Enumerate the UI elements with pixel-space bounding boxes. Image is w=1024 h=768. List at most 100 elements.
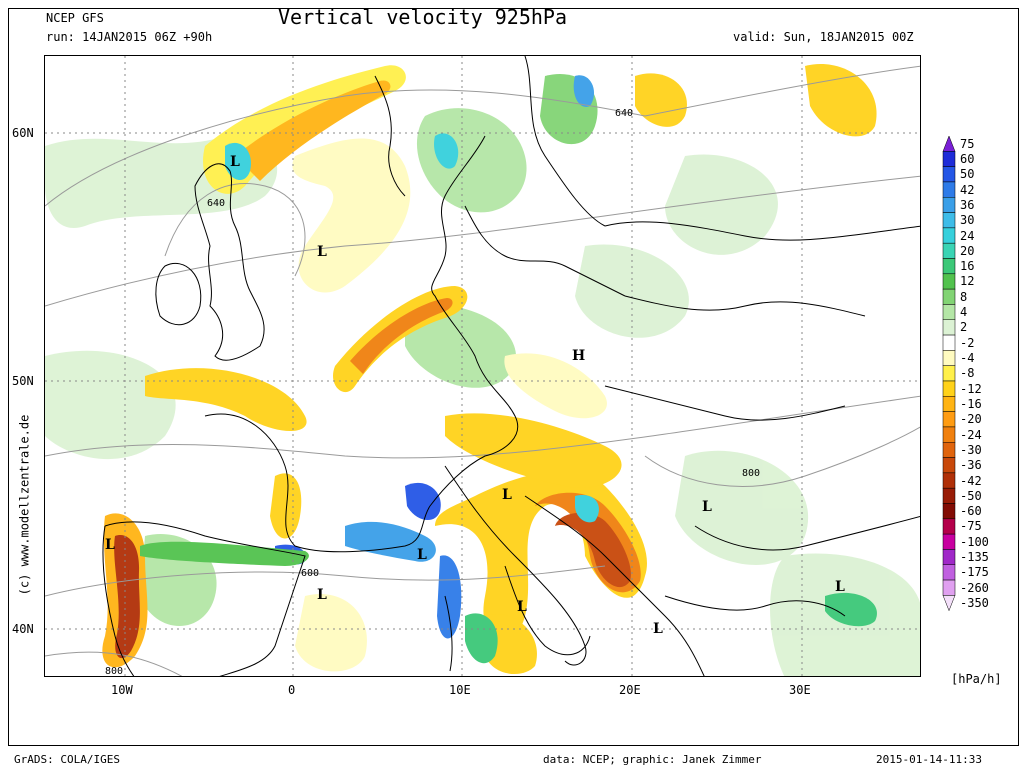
legend-level-label: -42 — [960, 473, 982, 488]
legend-swatch — [942, 151, 956, 167]
legend-level-label: -16 — [960, 396, 982, 411]
lat-lon-grid — [45, 56, 920, 676]
legend-level-label: -260 — [960, 580, 989, 595]
legend-level-label: 60 — [960, 151, 975, 166]
legend-level-label: 50 — [960, 167, 975, 182]
credit-text: (c) www.modellzentrale.de — [17, 414, 32, 596]
legend-swatches — [942, 135, 956, 612]
legend-level-label: -75 — [960, 519, 982, 534]
legend-swatch — [942, 426, 956, 443]
isobar-value: 640 — [207, 198, 225, 209]
lon-label-20e: 20E — [619, 683, 641, 697]
legend-arrow-bottom — [942, 595, 956, 612]
velocity-field — [45, 64, 920, 676]
legend-swatch — [942, 227, 956, 244]
low-label: L — [517, 599, 527, 615]
legend-swatch — [942, 288, 956, 305]
run-info: run: 14JAN2015 06Z +90h — [46, 30, 213, 44]
legend-swatch — [942, 212, 956, 229]
legend-level-label: 12 — [960, 274, 975, 289]
legend-level-label: -60 — [960, 504, 982, 519]
legend-swatch — [942, 350, 956, 366]
legend-level-label: -4 — [960, 351, 975, 366]
legend-level-label: 75 — [960, 136, 975, 151]
legend-swatch — [942, 457, 956, 474]
data-credit: data: NCEP; graphic: Janek Zimmer — [543, 753, 762, 766]
lat-label-50n: 50N — [12, 374, 34, 388]
valid-time: valid: Sun, 18JAN2015 00Z — [733, 30, 914, 44]
legend-level-label: -50 — [960, 488, 982, 503]
legend-arrow-top — [942, 135, 956, 152]
legend-level-label: -100 — [960, 534, 989, 549]
weather-map: L L L L L L L L L L H 640 640 600 800 80… — [44, 55, 921, 677]
legend-swatch — [942, 242, 956, 259]
lon-label-0: 0 — [288, 683, 296, 697]
model-name: NCEP GFS — [46, 11, 104, 25]
legend-level-label: -20 — [960, 412, 982, 427]
low-label: L — [230, 154, 240, 170]
legend-swatch — [942, 533, 956, 550]
lon-label-10w: 10W — [111, 683, 133, 697]
legend-swatch — [942, 472, 956, 489]
legend-level-label: 8 — [960, 289, 968, 304]
legend-swatch — [942, 442, 956, 458]
legend-unit: [hPa/h] — [951, 672, 1002, 686]
legend-level-label: -12 — [960, 381, 982, 396]
legend-level-label: 4 — [960, 305, 968, 320]
legend-swatch — [942, 166, 956, 183]
map-canvas: L L L L L L L L L L H 640 640 600 800 80… — [45, 56, 920, 677]
legend-level-label: 36 — [960, 197, 975, 212]
low-label: L — [653, 621, 663, 637]
lon-label-30e: 30E — [789, 683, 811, 697]
legend-swatch — [942, 503, 956, 520]
low-label: L — [702, 499, 712, 515]
pressure-labels: L L L L L L L L L L H — [105, 154, 845, 637]
low-label: L — [502, 487, 512, 503]
lon-label-10e: 10E — [449, 683, 471, 697]
chart-title: Vertical velocity 925hPa — [278, 5, 567, 29]
legend-swatch — [942, 380, 956, 397]
legend-swatch — [942, 549, 956, 565]
legend-level-label: 24 — [960, 228, 975, 243]
legend-swatch — [942, 396, 956, 412]
legend-level-label: -135 — [960, 550, 989, 565]
legend-swatch — [942, 564, 956, 581]
coastlines — [102, 56, 920, 676]
low-label: L — [835, 579, 845, 595]
legend-level-label: -8 — [960, 366, 975, 381]
legend-level-label: -175 — [960, 565, 989, 580]
legend-level-label: -36 — [960, 458, 982, 473]
chart-frame — [8, 8, 1019, 746]
render-timestamp: 2015-01-14-11:33 — [876, 753, 982, 766]
legend-swatch — [942, 197, 956, 213]
low-label: L — [317, 587, 327, 603]
legend-swatch — [942, 258, 956, 275]
isobar-value: 800 — [105, 666, 123, 677]
high-label: H — [572, 348, 585, 364]
low-label: L — [317, 244, 327, 260]
legend-level-label: -30 — [960, 442, 982, 457]
legend-swatch — [942, 304, 956, 320]
low-label: L — [417, 547, 427, 563]
legend-swatch — [942, 319, 956, 336]
legend-swatch — [942, 518, 956, 535]
isobar-value: 640 — [615, 108, 633, 119]
lat-label-40n: 40N — [12, 622, 34, 636]
legend-swatch — [942, 334, 956, 351]
lat-label-60n: 60N — [12, 126, 34, 140]
isobar-value: 800 — [742, 468, 760, 479]
legend-level-label: 16 — [960, 259, 975, 274]
legend-swatch — [942, 181, 956, 198]
legend-swatch — [942, 579, 956, 596]
isobar-value: 600 — [301, 568, 319, 579]
legend-level-label: -350 — [960, 596, 989, 611]
legend-swatch — [942, 411, 956, 428]
low-label: L — [105, 537, 115, 553]
legend-swatch — [942, 273, 956, 290]
legend-level-label: 20 — [960, 243, 975, 258]
legend-swatch — [942, 365, 956, 382]
grads-credit: GrADS: COLA/IGES — [14, 753, 120, 766]
isobar-values: 640 640 600 800 800 — [105, 108, 760, 677]
legend-level-label: -24 — [960, 427, 982, 442]
legend-level-label: -2 — [960, 335, 975, 350]
